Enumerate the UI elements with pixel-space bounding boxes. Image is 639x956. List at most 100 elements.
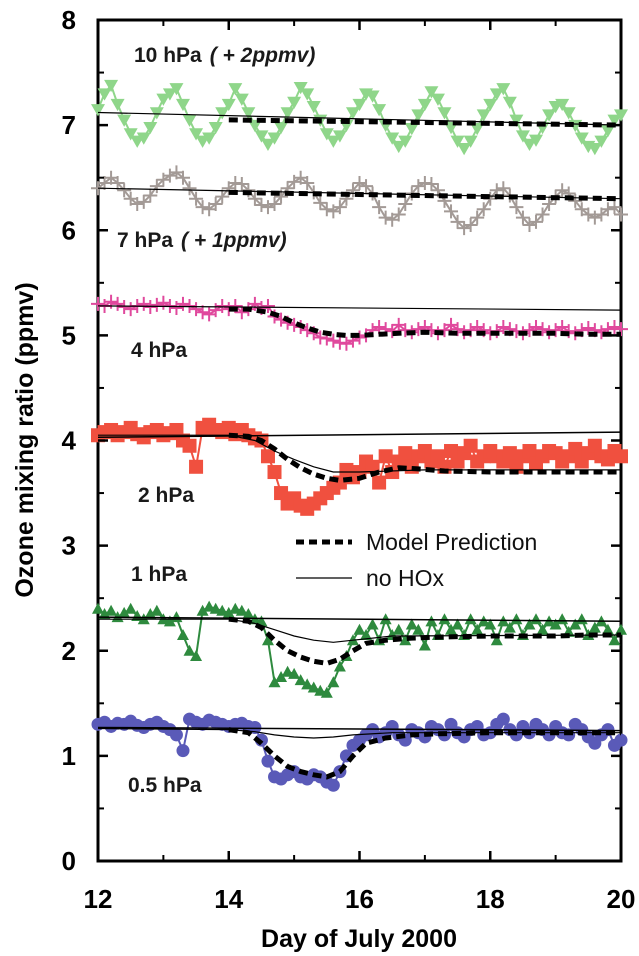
data-point xyxy=(417,444,432,459)
baseline-line xyxy=(97,726,622,732)
data-point xyxy=(607,114,622,127)
data-point xyxy=(195,200,210,215)
data-point xyxy=(607,200,622,215)
data-point xyxy=(615,623,627,635)
data-point xyxy=(300,175,315,190)
data-point xyxy=(450,135,465,148)
data-point xyxy=(189,191,204,206)
data-point xyxy=(91,296,105,311)
data-point xyxy=(136,194,151,209)
data-point xyxy=(117,114,132,127)
data-point xyxy=(502,446,517,461)
data-point xyxy=(261,754,275,768)
data-point xyxy=(457,143,472,156)
data-point xyxy=(385,132,400,145)
data-point xyxy=(614,207,628,222)
data-point xyxy=(294,674,307,686)
data-point xyxy=(92,602,104,614)
data-point xyxy=(457,221,472,236)
data-point xyxy=(275,671,288,683)
data-point xyxy=(234,93,249,106)
data-point xyxy=(169,422,184,437)
data-point xyxy=(314,684,327,696)
data-point xyxy=(196,604,209,616)
data-point xyxy=(333,660,346,672)
data-point xyxy=(123,302,138,317)
data-point xyxy=(326,333,341,348)
model-line xyxy=(228,432,621,483)
data-point xyxy=(248,720,262,734)
x-tick-label: 20 xyxy=(607,884,636,914)
data-point xyxy=(301,678,314,690)
data-point xyxy=(136,132,151,145)
data-point xyxy=(353,623,366,635)
data-point xyxy=(319,128,334,141)
data-point xyxy=(130,196,145,211)
data-point xyxy=(522,217,537,232)
series-label-pressure: 1 hPa xyxy=(131,563,187,586)
data-point xyxy=(175,98,190,112)
data-point xyxy=(143,121,158,135)
data-point xyxy=(149,297,164,312)
data-point xyxy=(229,602,242,614)
data-point xyxy=(561,107,576,120)
data-point xyxy=(247,119,262,133)
data-point xyxy=(496,83,511,96)
y-tick-label: 2 xyxy=(62,636,76,666)
data-point xyxy=(444,204,459,219)
data-point xyxy=(476,202,491,217)
series-7-hpa xyxy=(91,165,628,236)
data-point xyxy=(614,449,628,464)
series-label-note: ( + 1ppmv) xyxy=(181,229,287,252)
data-point xyxy=(398,446,413,461)
data-point xyxy=(228,175,243,190)
y-tick-label: 4 xyxy=(62,426,77,456)
data-point xyxy=(163,615,176,627)
data-point xyxy=(378,449,393,464)
data-point xyxy=(143,299,158,314)
data-point xyxy=(254,130,269,143)
data-point xyxy=(404,123,419,136)
data-point xyxy=(600,125,615,138)
data-point xyxy=(522,323,537,338)
data-point xyxy=(175,296,190,311)
baseline-line xyxy=(97,616,622,623)
data-point xyxy=(542,196,557,211)
data-point xyxy=(555,183,570,198)
data-point xyxy=(489,88,504,101)
series-label: 1 hPa xyxy=(131,563,187,586)
data-point xyxy=(378,210,393,225)
data-point xyxy=(169,728,183,742)
data-point xyxy=(123,128,138,141)
data-point xyxy=(366,618,379,630)
data-point xyxy=(430,93,445,106)
data-point xyxy=(510,613,523,625)
data-point xyxy=(215,107,230,120)
series-label: 4 hPa xyxy=(131,339,187,362)
data-point xyxy=(470,123,485,136)
data-point xyxy=(307,681,320,693)
data-point xyxy=(339,336,354,351)
x-tick-label: 18 xyxy=(476,884,505,914)
data-point xyxy=(445,623,458,635)
data-point xyxy=(411,109,426,122)
data-point xyxy=(327,676,340,688)
data-point xyxy=(470,210,485,225)
series-label: 10 hPa ( + 2ppmv) xyxy=(134,44,315,67)
data-point xyxy=(326,778,340,792)
data-point xyxy=(365,90,380,103)
data-point xyxy=(182,114,197,127)
data-point xyxy=(118,606,131,618)
data-point xyxy=(288,667,301,679)
data-point xyxy=(359,179,374,194)
data-point xyxy=(202,132,217,145)
data-point xyxy=(418,639,431,651)
data-point xyxy=(293,82,308,95)
data-point xyxy=(143,188,158,203)
data-point xyxy=(156,295,171,310)
data-point xyxy=(405,618,418,630)
data-point xyxy=(247,191,262,206)
data-point xyxy=(496,181,511,196)
data-point xyxy=(365,459,380,474)
x-tick-label: 12 xyxy=(84,884,113,914)
